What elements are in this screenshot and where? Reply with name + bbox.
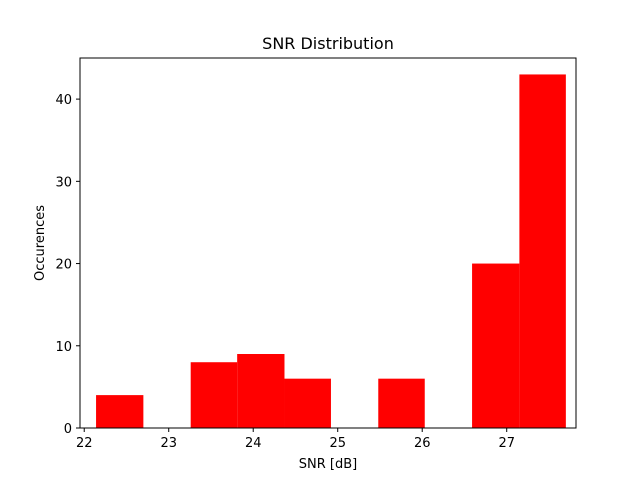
x-tick-label: 27 <box>498 436 515 451</box>
x-axis-ticks: 22 23 24 25 26 27 <box>76 428 515 451</box>
histogram-bar-6 <box>378 378 425 428</box>
y-tick-label: 0 <box>64 422 72 437</box>
y-axis-ticks: 0 10 20 30 40 <box>55 93 80 437</box>
plot-frame <box>79 57 577 429</box>
chart-title: SNR Distribution <box>262 34 394 53</box>
histogram-bar-0 <box>96 395 144 428</box>
x-tick-label: 22 <box>76 436 93 451</box>
y-tick-label: 20 <box>55 258 72 273</box>
histogram-bar-8 <box>472 263 520 428</box>
x-tick-label: 26 <box>414 436 431 451</box>
y-tick-label: 40 <box>55 93 72 108</box>
y-axis-label: Occurences <box>33 205 48 281</box>
y-tick-label: 30 <box>55 175 72 190</box>
histogram-bar-9 <box>519 74 566 428</box>
histogram-bar-3 <box>237 354 285 428</box>
x-tick-label: 24 <box>245 436 262 451</box>
x-axis-label: SNR [dB] <box>299 457 357 472</box>
x-tick-label: 23 <box>160 436 177 451</box>
histogram-bar-2 <box>190 362 238 428</box>
x-tick-label: 25 <box>329 436 346 451</box>
y-tick-label: 10 <box>55 340 72 355</box>
histogram-bar-4 <box>284 378 331 428</box>
bars-group <box>96 74 566 428</box>
